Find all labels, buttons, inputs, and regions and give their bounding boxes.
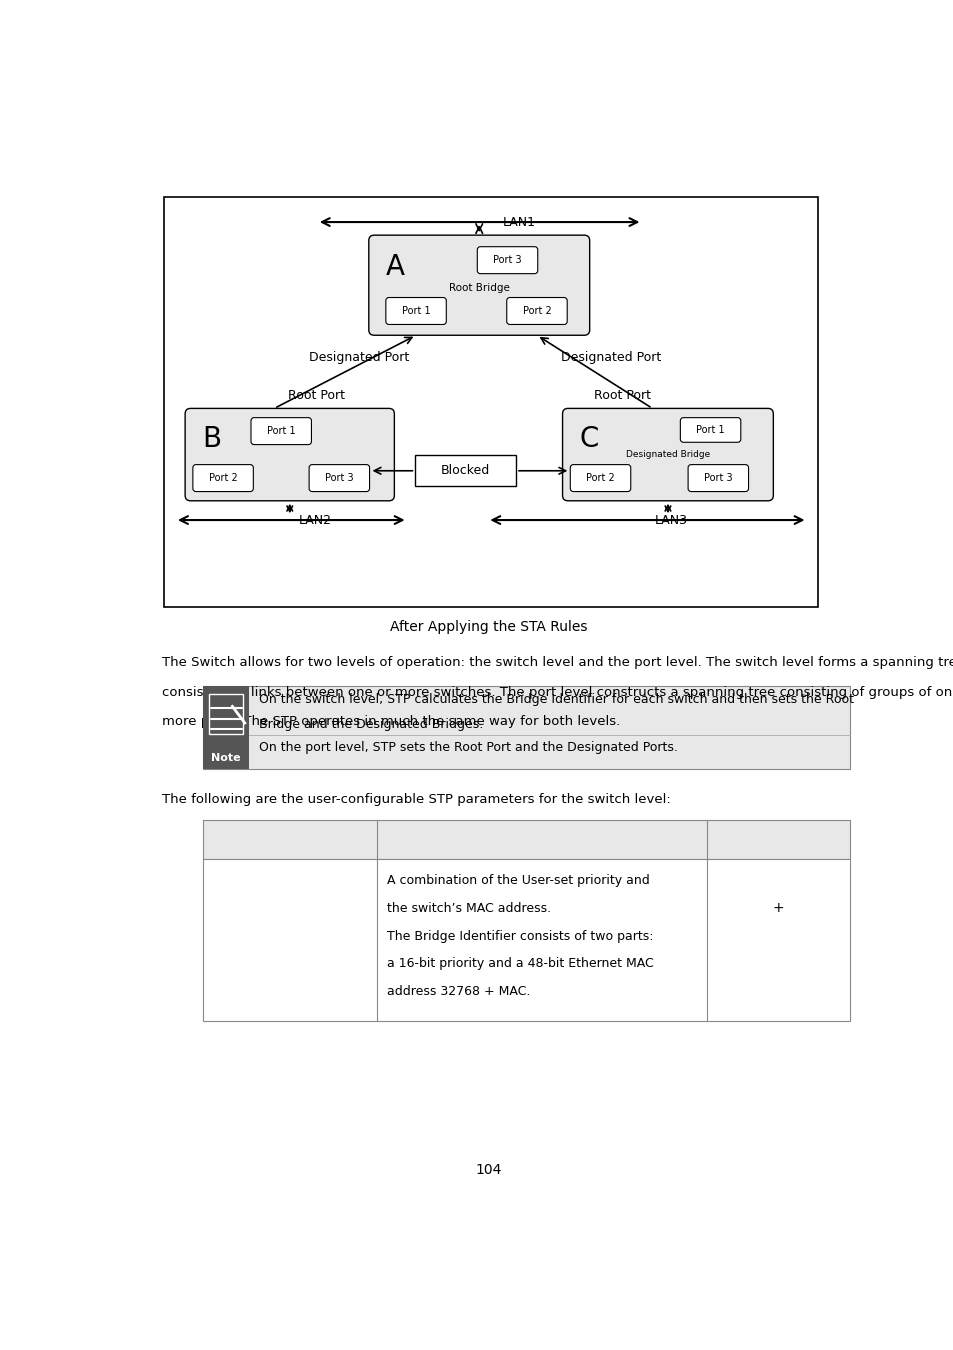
Text: a 16-bit priority and a 48-bit Ethernet MAC: a 16-bit priority and a 48-bit Ethernet … bbox=[386, 957, 653, 971]
Text: the switch’s MAC address.: the switch’s MAC address. bbox=[386, 902, 550, 915]
FancyBboxPatch shape bbox=[251, 417, 311, 444]
Bar bbox=[209, 694, 243, 734]
Text: Port 3: Port 3 bbox=[325, 472, 354, 483]
FancyBboxPatch shape bbox=[679, 417, 740, 443]
Text: The following are the user-configurable STP parameters for the switch level:: The following are the user-configurable … bbox=[162, 794, 670, 806]
FancyBboxPatch shape bbox=[193, 464, 253, 491]
Text: Root Port: Root Port bbox=[288, 389, 345, 402]
Text: LAN1: LAN1 bbox=[502, 216, 536, 228]
Text: A combination of the User-set priority and: A combination of the User-set priority a… bbox=[386, 875, 649, 887]
Text: Designated Port: Designated Port bbox=[560, 351, 660, 363]
Text: Port 1: Port 1 bbox=[696, 425, 724, 435]
Text: more ports. The STP operates in much the same way for both levels.: more ports. The STP operates in much the… bbox=[162, 716, 619, 728]
Text: 104: 104 bbox=[476, 1162, 501, 1177]
Text: Port 3: Port 3 bbox=[703, 472, 732, 483]
Text: Port 1: Port 1 bbox=[401, 306, 430, 316]
FancyBboxPatch shape bbox=[687, 464, 748, 491]
Bar bbox=[203, 859, 849, 1021]
Text: C: C bbox=[579, 425, 598, 454]
Text: Port 3: Port 3 bbox=[493, 255, 521, 265]
Text: On the switch level, STP calculates the Bridge Identifier for each switch and th: On the switch level, STP calculates the … bbox=[258, 694, 853, 706]
FancyBboxPatch shape bbox=[185, 409, 394, 501]
FancyBboxPatch shape bbox=[385, 297, 446, 324]
Text: Blocked: Blocked bbox=[440, 464, 490, 478]
FancyBboxPatch shape bbox=[309, 464, 369, 491]
Bar bbox=[164, 197, 818, 608]
Bar bbox=[203, 821, 849, 859]
Text: Designated Port: Designated Port bbox=[309, 351, 409, 363]
Text: Port 1: Port 1 bbox=[267, 427, 295, 436]
Text: Note: Note bbox=[212, 752, 241, 763]
Bar bbox=[203, 686, 249, 768]
Text: address 32768 + MAC.: address 32768 + MAC. bbox=[386, 986, 530, 998]
Text: On the port level, STP sets the Root Port and the Designated Ports.: On the port level, STP sets the Root Por… bbox=[258, 741, 677, 753]
Text: LAN2: LAN2 bbox=[298, 513, 332, 526]
Text: Designated Bridge: Designated Bridge bbox=[625, 450, 709, 459]
Bar bbox=[415, 455, 516, 486]
FancyBboxPatch shape bbox=[506, 297, 567, 324]
FancyBboxPatch shape bbox=[476, 247, 537, 274]
FancyBboxPatch shape bbox=[570, 464, 630, 491]
Text: B: B bbox=[202, 425, 221, 454]
Text: After Applying the STA Rules: After Applying the STA Rules bbox=[390, 620, 587, 634]
Text: Port 2: Port 2 bbox=[585, 472, 615, 483]
FancyBboxPatch shape bbox=[562, 409, 773, 501]
Text: Root Port: Root Port bbox=[594, 389, 651, 402]
Text: The Switch allows for two levels of operation: the switch level and the port lev: The Switch allows for two levels of oper… bbox=[162, 656, 953, 670]
Text: consisting of links between one or more switches. The port level constructs a sp: consisting of links between one or more … bbox=[162, 686, 953, 698]
Text: Root Bridge: Root Bridge bbox=[448, 282, 509, 293]
Text: LAN3: LAN3 bbox=[655, 513, 687, 526]
Text: The Bridge Identifier consists of two parts:: The Bridge Identifier consists of two pa… bbox=[386, 930, 653, 942]
Text: +: + bbox=[772, 902, 783, 915]
Text: Port 2: Port 2 bbox=[522, 306, 551, 316]
Bar bbox=[203, 686, 849, 768]
Text: A: A bbox=[385, 254, 404, 281]
Text: Bridge and the Designated Bridges.: Bridge and the Designated Bridges. bbox=[258, 718, 482, 730]
Text: Port 2: Port 2 bbox=[209, 472, 237, 483]
FancyBboxPatch shape bbox=[369, 235, 589, 335]
